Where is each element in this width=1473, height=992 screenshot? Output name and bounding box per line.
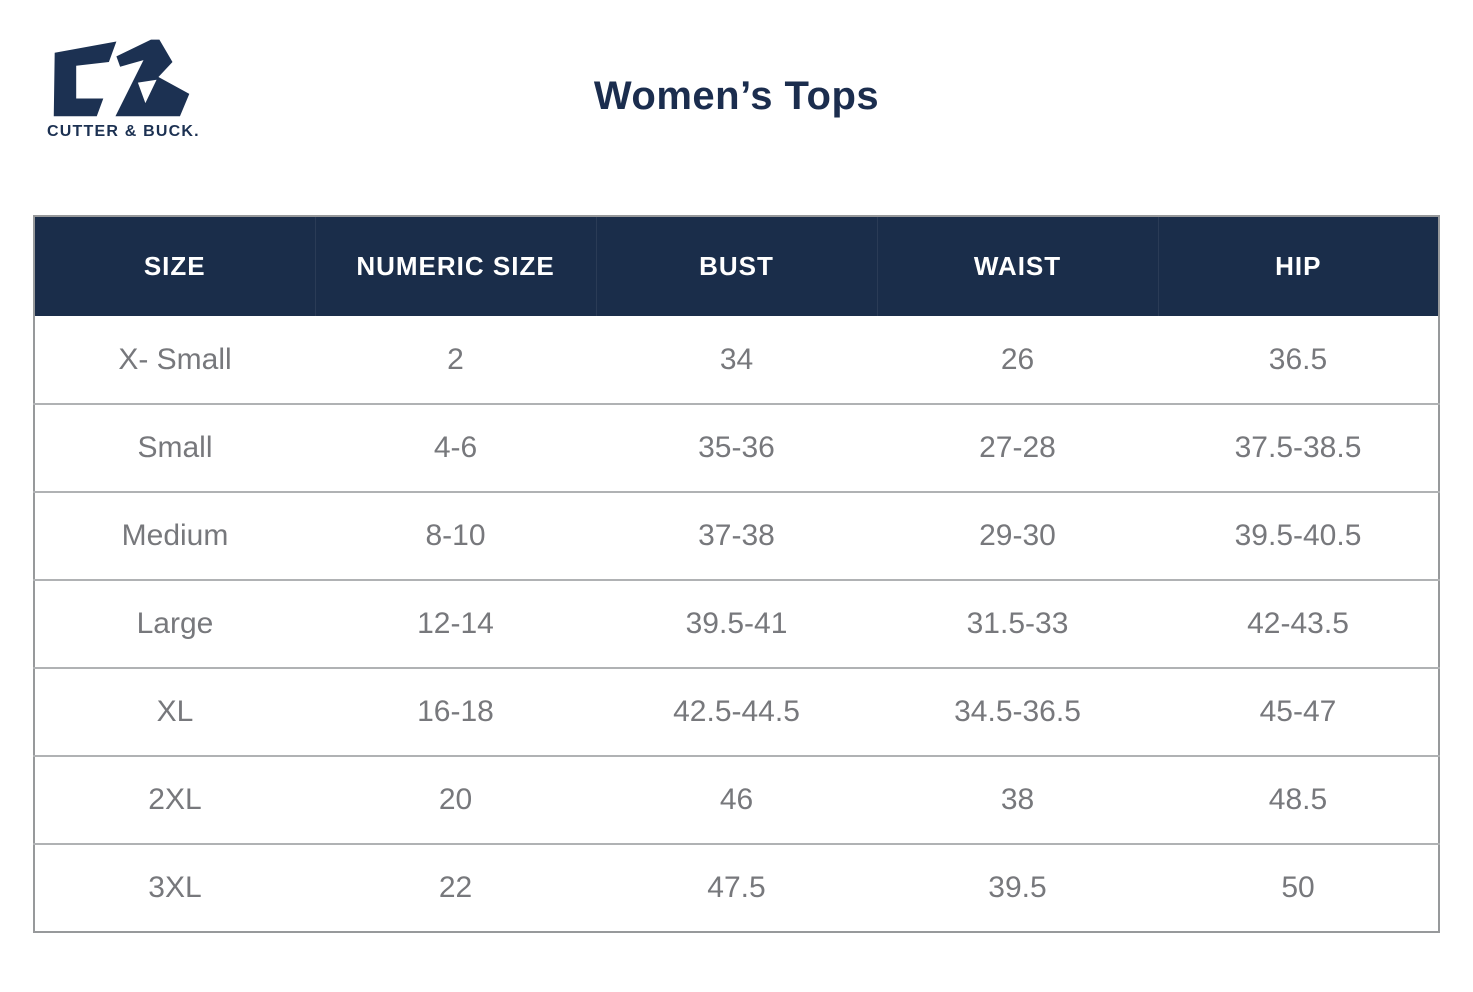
table-cell: 16-18 (315, 667, 596, 756)
table-cell: 26 (877, 316, 1158, 404)
table-cell: 36.5 (1158, 316, 1439, 404)
table-cell: 38 (877, 755, 1158, 844)
table-cell: 37-38 (596, 491, 877, 580)
brand-logo: CUTTER & BUCK. (47, 34, 207, 141)
table-cell: Small (34, 403, 315, 492)
table-cell: 46 (596, 755, 877, 844)
table-cell: 29-30 (877, 491, 1158, 580)
table-cell: 3XL (34, 843, 315, 932)
table-row-x-small: X- Small 2 34 26 36.5 (34, 316, 1439, 404)
page-title: Women’s Tops (593, 74, 880, 118)
table-cell: X- Small (34, 316, 315, 404)
table-row-medium: Medium 8-10 37-38 29-30 39.5-40.5 (34, 491, 1439, 580)
table-cell: 12-14 (315, 579, 596, 668)
table-cell: 39.5 (877, 843, 1158, 932)
table-cell: 34 (596, 316, 877, 404)
header-cell-waist: WAIST (876, 216, 1158, 316)
table-cell: 39.5-41 (596, 579, 877, 668)
table-cell: 27-28 (877, 403, 1158, 492)
table-row-large: Large 12-14 39.5-41 31.5-33 42-43.5 (34, 579, 1439, 668)
size-chart-table-container: SIZE NUMERIC SIZE BUST WAIST HIP X- Smal… (33, 215, 1440, 933)
table-cell: 20 (315, 755, 596, 844)
table-cell: 42.5-44.5 (596, 667, 877, 756)
header-cell-size: SIZE (34, 216, 315, 316)
table-cell: 39.5-40.5 (1158, 491, 1439, 580)
table-cell: 2 (315, 316, 596, 404)
table-cell: 50 (1158, 843, 1439, 932)
header-cell-bust: BUST (595, 216, 877, 316)
table-row-small: Small 4-6 35-36 27-28 37.5-38.5 (34, 403, 1439, 492)
table-cell: 37.5-38.5 (1158, 403, 1439, 492)
cutter-buck-logo-icon (53, 39, 190, 117)
table-cell: XL (34, 667, 315, 756)
size-chart-table: SIZE NUMERIC SIZE BUST WAIST HIP X- Smal… (33, 215, 1440, 933)
table-cell: 35-36 (596, 403, 877, 492)
table-cell: 2XL (34, 755, 315, 844)
header-cell-hip: HIP (1157, 216, 1439, 316)
table-cell: 22 (315, 843, 596, 932)
table-cell: 47.5 (596, 843, 877, 932)
table-cell: 45-47 (1158, 667, 1439, 756)
table-cell: 31.5-33 (877, 579, 1158, 668)
header-row: SIZE NUMERIC SIZE BUST WAIST HIP (34, 216, 1439, 316)
table-cell: Large (34, 579, 315, 668)
table-cell: 8-10 (315, 491, 596, 580)
table-cell: 48.5 (1158, 755, 1439, 844)
header-cell-numeric-size: NUMERIC SIZE (314, 216, 596, 316)
table-cell: Medium (34, 491, 315, 580)
table-row-xl: XL 16-18 42.5-44.5 34.5-36.5 45-47 (34, 667, 1439, 756)
table-cell: 34.5-36.5 (877, 667, 1158, 756)
table-cell: 4-6 (315, 403, 596, 492)
brand-wordmark: CUTTER & BUCK. (47, 123, 200, 140)
table-row-2xl: 2XL 20 46 38 48.5 (34, 755, 1439, 844)
table-row-3xl: 3XL 22 47.5 39.5 50 (34, 843, 1439, 932)
table-cell: 42-43.5 (1158, 579, 1439, 668)
